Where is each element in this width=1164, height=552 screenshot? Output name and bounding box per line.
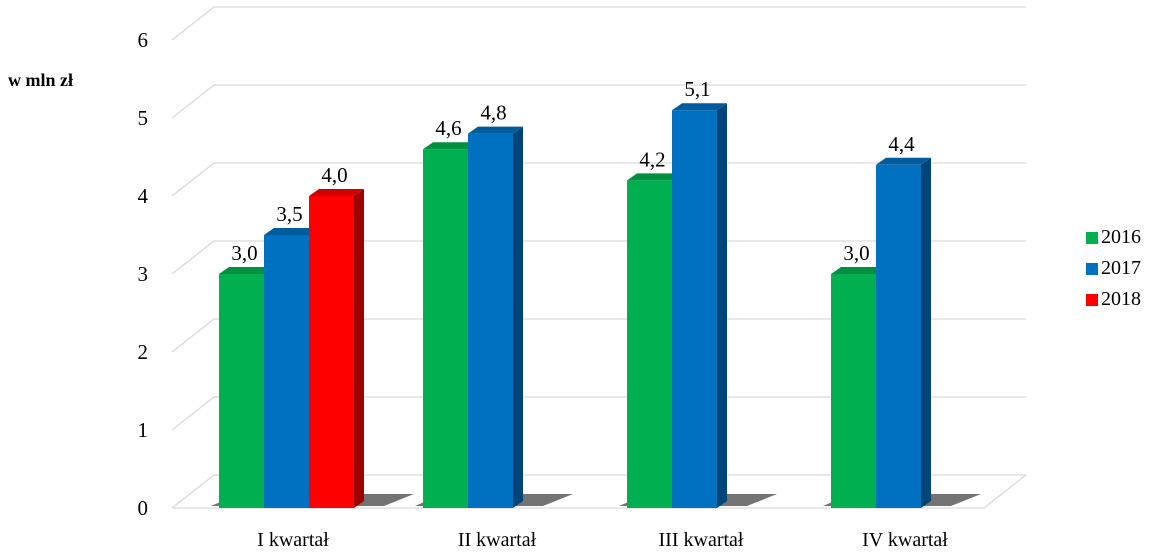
data-label: 5,1: [684, 77, 710, 101]
gridline-1: [171, 396, 1026, 431]
y-tick-label: 0: [138, 496, 149, 520]
bar-2017-3: [876, 164, 921, 509]
x-tick-label: III kwartał: [659, 529, 744, 551]
y-tick-label: 2: [138, 340, 149, 364]
bar-2016-1: [423, 149, 468, 508]
bar-2016-2: [627, 180, 672, 508]
bar-2017-1: [468, 133, 513, 508]
gridline-3: [171, 240, 1026, 275]
data-label: 3,5: [276, 202, 302, 226]
bar-top-2017-2: [672, 103, 727, 111]
x-tick-label: I kwartał: [257, 529, 329, 551]
y-axis-label: w mln zł: [8, 70, 73, 90]
data-label: 4,0: [321, 163, 347, 187]
bar-top-2018-0: [309, 189, 364, 196]
data-label: 4,2: [639, 147, 665, 171]
y-tick-label: 4: [138, 184, 149, 208]
gridline-6: [171, 6, 1026, 41]
gridline-5: [171, 84, 1026, 119]
bar-top-2017-3: [876, 157, 931, 165]
bar-top-2016-3: [831, 267, 886, 274]
data-label: 3,0: [843, 241, 869, 265]
legend-label-2016: 2016: [1101, 226, 1141, 248]
bar-top-2017-0: [264, 228, 319, 235]
legend: 2016 2017 2018: [1086, 222, 1141, 315]
x-tick-label: II kwartał: [458, 529, 537, 551]
bar-2018-0: [309, 196, 354, 508]
legend-swatch-2017: [1086, 262, 1098, 275]
data-label: 3,0: [231, 241, 257, 265]
x-tick-label: IV kwartał: [862, 529, 948, 551]
y-tick-label: 3: [138, 262, 149, 286]
gridline-4: [171, 162, 1026, 197]
bar-side-2018-0: [354, 189, 364, 508]
bar-2016-0: [219, 274, 264, 508]
bar-top-2016-1: [423, 142, 478, 150]
y-tick-label: 1: [138, 418, 149, 442]
bar-side-2017-1: [513, 126, 523, 508]
data-label: 4,6: [435, 116, 461, 140]
legend-swatch-2016: [1086, 231, 1098, 244]
legend-swatch-2018: [1086, 293, 1098, 306]
legend-item-2016: 2016: [1086, 222, 1141, 253]
legend-label-2017: 2017: [1101, 257, 1141, 279]
bar-top-2016-2: [627, 173, 682, 181]
bar-top-2016-0: [219, 267, 274, 274]
floor-right-edge: [983, 474, 1027, 509]
bar-top-2017-1: [468, 126, 523, 134]
bar-2017-0: [264, 235, 309, 508]
legend-label-2018: 2018: [1101, 288, 1141, 310]
bar-side-2017-3: [921, 157, 931, 509]
legend-item-2018: 2018: [1086, 284, 1141, 315]
bar-2017-2: [672, 110, 717, 508]
legend-item-2017: 2017: [1086, 253, 1141, 284]
gridline-0: [171, 474, 1026, 509]
y-tick-label: 5: [138, 106, 149, 130]
data-label: 4,4: [888, 132, 915, 156]
bar-2016-3: [831, 274, 876, 508]
data-label: 4,8: [480, 101, 506, 125]
bar-side-2017-2: [717, 103, 727, 508]
gridline-2: [171, 318, 1026, 353]
y-tick-label: 6: [138, 28, 149, 52]
